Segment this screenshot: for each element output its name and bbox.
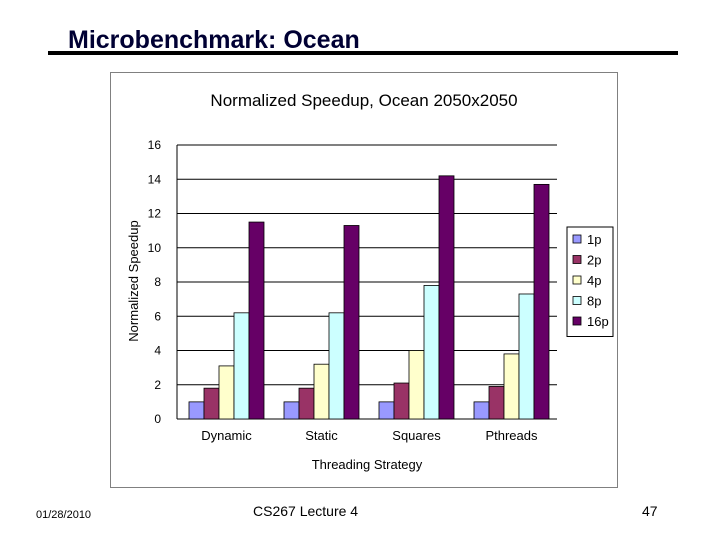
legend-swatch-16p: [572, 316, 582, 326]
bar-4p-static: [313, 363, 330, 420]
bar-2p-dynamic: [203, 387, 220, 420]
x-tick-label: Squares: [392, 428, 441, 443]
page-number: 47: [642, 503, 658, 519]
x-tick-label: Pthreads: [485, 428, 538, 443]
title-underline: [48, 51, 678, 55]
bar-8p-static: [328, 312, 345, 420]
bar-16p-dynamic: [248, 221, 265, 420]
bar-1p-static: [283, 401, 300, 420]
legend-label-4p: 4p: [587, 273, 601, 288]
slide-title: Microbenchmark: Ocean: [68, 26, 360, 54]
x-tick-label: Static: [305, 428, 338, 443]
y-axis-label: Normalized Speedup: [126, 220, 141, 341]
bar-16p-static: [343, 225, 360, 420]
bar-8p-dynamic: [233, 312, 250, 420]
legend-label-16p: 16p: [587, 314, 609, 329]
bar-2p-squares: [393, 382, 410, 420]
legend-swatch-8p: [572, 296, 582, 305]
bar-4p-squares: [408, 350, 425, 420]
legend-label-2p: 2p: [587, 253, 601, 268]
legend-label-8p: 8p: [587, 294, 601, 309]
bar-16p-pthreads: [533, 183, 550, 420]
y-tick-label: 4: [154, 344, 161, 358]
bar-1p-dynamic: [188, 401, 205, 420]
x-tick-label: Dynamic: [201, 428, 252, 443]
x-axis-label: Threading Strategy: [312, 457, 423, 472]
y-tick-label: 14: [148, 172, 162, 186]
bar-1p-pthreads: [473, 401, 490, 420]
bar-16p-squares: [438, 175, 455, 420]
y-tick-label: 12: [148, 207, 162, 221]
bar-1p-squares: [378, 401, 395, 420]
footer-course-lecture: CS267 Lecture 4: [253, 503, 359, 519]
y-tick-label: 10: [148, 241, 162, 255]
bar-8p-pthreads: [518, 293, 535, 420]
legend-swatch-2p: [572, 255, 582, 264]
y-tick-label: 16: [148, 138, 162, 152]
legend-label-1p: 1p: [587, 232, 601, 247]
chart-frame: Normalized Speedup, Ocean 2050x2050 Norm…: [110, 72, 618, 488]
bar-4p-pthreads: [503, 353, 520, 420]
chart-title: Normalized Speedup, Ocean 2050x2050: [210, 91, 517, 110]
y-tick-label: 8: [154, 275, 161, 289]
speedup-bar-chart: Normalized Speedup, Ocean 2050x2050 Norm…: [126, 91, 614, 472]
bar-8p-squares: [423, 285, 440, 420]
footer-date: 01/28/2010: [36, 509, 92, 521]
y-tick-label: 6: [154, 309, 161, 323]
y-tick-label: 2: [154, 378, 161, 392]
bar-2p-pthreads: [488, 386, 505, 420]
legend-swatch-1p: [572, 234, 582, 244]
bar-4p-dynamic: [218, 365, 235, 420]
bar-2p-static: [298, 387, 315, 420]
legend-swatch-4p: [572, 275, 582, 285]
y-tick-label: 0: [154, 412, 161, 426]
